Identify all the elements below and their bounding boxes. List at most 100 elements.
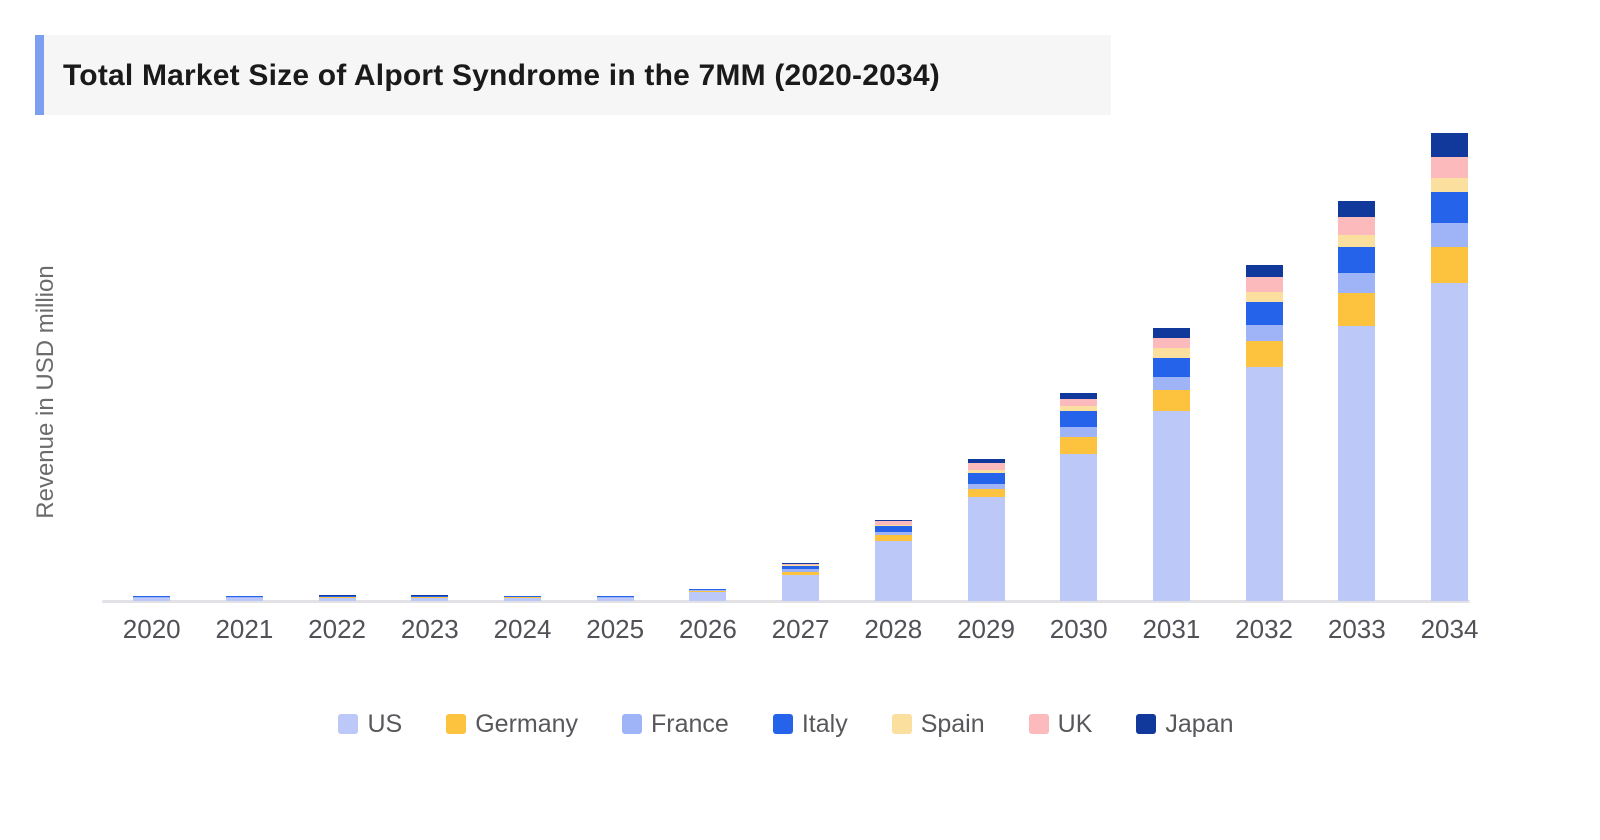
x-axis-label-2020: 2020 — [122, 614, 181, 644]
bar-segment-italy — [1245, 301, 1283, 325]
x-axis-label-2030: 2030 — [1049, 614, 1108, 644]
legend-item-uk: UK — [1028, 709, 1093, 739]
bar-segment-germany — [1431, 246, 1468, 284]
title-block: Total Market Size of Alport Syndrome in … — [35, 35, 1111, 115]
legend-item-france: France — [622, 710, 729, 739]
x-axis-label-2033: 2033 — [1327, 614, 1386, 644]
bar-segment-france — [225, 596, 263, 598]
legend-item-spain: Spain — [891, 709, 985, 739]
bar-segment-france — [782, 569, 820, 572]
bar-segment-uk — [1060, 398, 1098, 407]
bar-segment-uk — [782, 564, 820, 566]
bar-segment-spain — [1060, 406, 1098, 412]
bar-segment-us — [689, 591, 727, 601]
bar-2032 — [1245, 265, 1283, 601]
legend-swatch-spain — [891, 714, 912, 734]
bar-2022 — [318, 595, 356, 601]
bar-2027 — [782, 563, 820, 601]
bar-2030 — [1060, 392, 1098, 601]
bar-segment-uk — [1338, 216, 1376, 235]
bar-segment-us — [1060, 453, 1098, 601]
bar-segment-japan — [1338, 201, 1376, 217]
bar-segment-italy — [318, 595, 356, 597]
bar-segment-italy — [504, 596, 541, 597]
y-axis-label: Revenue in USD million — [32, 265, 59, 519]
bar-segment-japan — [1060, 392, 1098, 399]
bar-segment-france — [411, 596, 449, 598]
bar-2033 — [1338, 201, 1376, 601]
bar-segment-us — [225, 597, 263, 601]
legend-label-germany: Germany — [475, 709, 579, 738]
x-axis-label-2026: 2026 — [678, 614, 737, 644]
bar-segment-us — [782, 575, 820, 601]
bar-segment-france — [596, 596, 634, 598]
bar-segment-uk — [1431, 156, 1468, 179]
bar-2029 — [967, 459, 1005, 601]
bar-segment-italy — [225, 596, 263, 597]
x-axis-label-2032: 2032 — [1235, 614, 1294, 644]
bar-2023 — [411, 595, 449, 601]
bar-segment-us — [1431, 283, 1468, 601]
legend-swatch-france — [622, 714, 643, 734]
bar-segment-france — [1060, 427, 1098, 438]
x-axis-label-2028: 2028 — [864, 614, 923, 644]
chart-plot-area — [102, 129, 1470, 603]
bar-segment-uk — [1152, 338, 1190, 349]
page-title: Total Market Size of Alport Syndrome in … — [63, 59, 940, 92]
legend-label-us: US — [367, 709, 403, 738]
x-axis-label-2029: 2029 — [957, 614, 1015, 644]
legend-swatch-japan — [1136, 714, 1157, 734]
x-axis-label-2034: 2034 — [1420, 614, 1479, 644]
legend-item-us: US — [338, 710, 402, 739]
bar-segment-italy — [1431, 192, 1468, 223]
bar-segment-uk — [874, 521, 912, 525]
bar-segment-us — [1245, 366, 1283, 601]
bar-2026 — [689, 589, 727, 601]
legend-swatch-germany — [446, 714, 467, 734]
bar-segment-france — [874, 532, 912, 535]
bar-2031 — [1152, 328, 1190, 601]
bar-segment-japan — [1152, 328, 1190, 339]
legend-item-germany: Germany — [446, 710, 578, 739]
bar-segment-spain — [1245, 291, 1283, 302]
bar-segment-italy — [1060, 411, 1098, 428]
legend-item-italy: Italy — [772, 710, 848, 739]
bar-segment-germany — [967, 489, 1005, 498]
bar-segment-italy — [411, 595, 449, 597]
bar-segment-spain — [782, 565, 820, 567]
bar-segment-us — [318, 597, 356, 601]
bar-segment-us — [504, 597, 541, 601]
bar-segment-us — [1338, 325, 1376, 601]
bar-segment-france — [318, 596, 356, 598]
bar-2028 — [874, 519, 912, 601]
bar-segment-uk — [967, 462, 1005, 470]
bar-segment-spain — [1152, 348, 1190, 359]
bar-segment-germany — [874, 534, 912, 541]
x-axis-label-2024: 2024 — [493, 614, 552, 644]
bar-segment-us — [1152, 411, 1190, 601]
bar-segment-france — [689, 589, 727, 591]
x-axis-line — [102, 600, 1470, 603]
bar-segment-japan — [874, 519, 912, 522]
x-axis-label-2022: 2022 — [308, 614, 367, 644]
legend-label-uk: UK — [1057, 709, 1093, 738]
x-axis-label-2023: 2023 — [400, 614, 459, 644]
bar-segment-france — [967, 483, 1005, 490]
legend-item-japan: Japan — [1136, 710, 1234, 739]
bar-segment-italy — [1152, 358, 1190, 377]
bar-segment-france — [1245, 324, 1283, 342]
bar-2021 — [225, 595, 263, 601]
legend-label-spain: Spain — [920, 709, 985, 738]
x-axis-label-2021: 2021 — [215, 614, 274, 644]
bar-segment-germany — [1152, 389, 1190, 412]
bar-segment-us — [967, 497, 1005, 601]
legend-label-france: France — [651, 709, 729, 738]
bar-segment-france — [504, 596, 541, 598]
x-axis-label-2027: 2027 — [771, 614, 830, 644]
title-accent-bar — [35, 35, 44, 115]
bar-2020 — [133, 595, 171, 601]
bar-segment-spain — [874, 524, 912, 526]
bar-segment-japan — [1245, 265, 1283, 278]
bar-segment-uk — [1245, 277, 1283, 292]
bar-segment-france — [133, 596, 171, 598]
